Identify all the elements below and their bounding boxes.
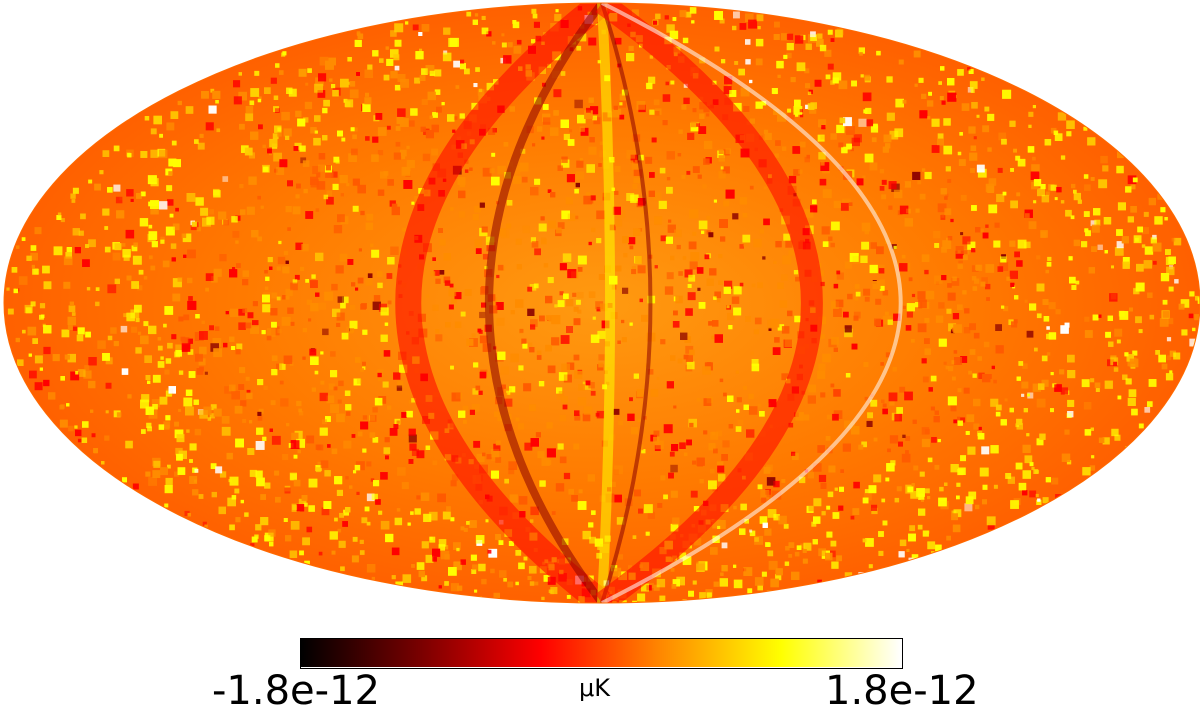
- map-outline: [3, 2, 1200, 604]
- map-noise: [6, 6, 1200, 603]
- sky-map-area: [4, 3, 1200, 603]
- scan-stripes: [395, 3, 903, 603]
- colorbar-unit-label: μK: [579, 674, 611, 702]
- colorbar-min-label: -1.8e-12: [212, 668, 380, 714]
- colorbar-max-label: 1.8e-12: [825, 668, 979, 714]
- colorbar-gradient: [301, 639, 901, 667]
- colorbar: [300, 638, 903, 669]
